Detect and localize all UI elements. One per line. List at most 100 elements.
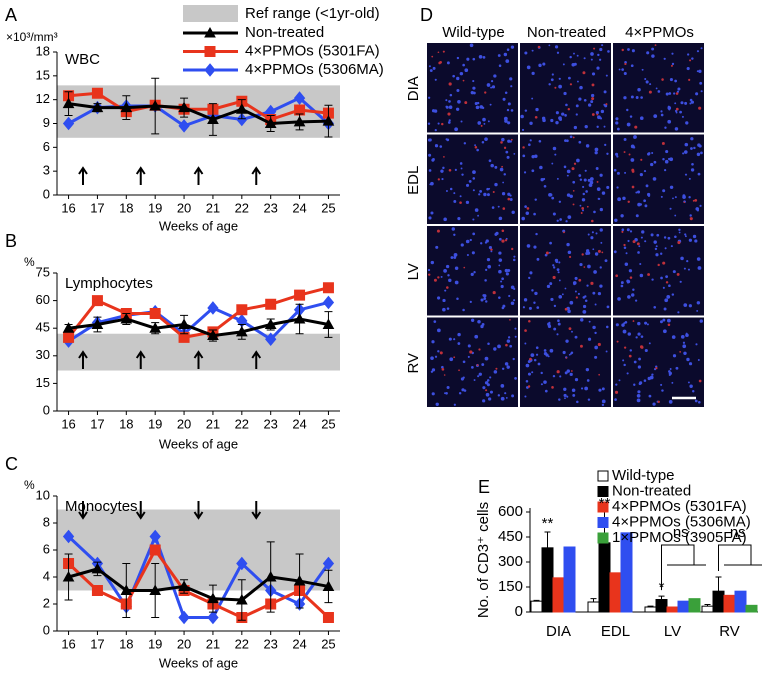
stain bbox=[581, 207, 585, 210]
nucleus bbox=[548, 192, 552, 197]
nucleus bbox=[675, 111, 678, 114]
x-tick-label: 21 bbox=[206, 416, 220, 431]
nucleus bbox=[471, 365, 474, 369]
stain bbox=[601, 251, 604, 254]
nucleus bbox=[598, 388, 602, 392]
nucleus bbox=[472, 170, 476, 175]
nucleus bbox=[501, 367, 505, 370]
x-tick-label: RV bbox=[719, 623, 740, 640]
nucleus bbox=[491, 85, 496, 89]
nucleus bbox=[627, 239, 630, 243]
nucleus bbox=[586, 284, 589, 287]
nucleus bbox=[502, 304, 506, 308]
stain bbox=[615, 274, 619, 278]
nucleus bbox=[477, 101, 480, 105]
marker bbox=[91, 562, 104, 574]
nucleus bbox=[506, 155, 510, 159]
nucleus bbox=[447, 121, 451, 124]
nucleus bbox=[657, 90, 661, 93]
y-tick-label: 600 bbox=[498, 503, 523, 520]
nucleus bbox=[510, 85, 513, 88]
nucleus bbox=[472, 57, 476, 61]
nucleus bbox=[697, 358, 700, 361]
stain bbox=[648, 90, 652, 94]
nucleus bbox=[497, 54, 501, 57]
nucleus bbox=[630, 158, 635, 162]
panel-letter: C bbox=[5, 454, 18, 474]
y-tick-label: 2 bbox=[43, 595, 50, 610]
nucleus bbox=[662, 286, 665, 289]
nucleus bbox=[587, 178, 591, 182]
nucleus bbox=[430, 260, 435, 265]
nucleus bbox=[482, 117, 486, 122]
nucleus bbox=[650, 233, 654, 237]
nucleus bbox=[463, 142, 467, 145]
nucleus bbox=[572, 393, 576, 397]
dosing-arrow bbox=[251, 350, 262, 369]
nucleus bbox=[621, 68, 624, 71]
marker bbox=[265, 332, 277, 347]
nucleus bbox=[669, 368, 672, 370]
bar bbox=[609, 572, 622, 613]
stain bbox=[591, 113, 595, 116]
significance-label: ns bbox=[673, 524, 689, 541]
nucleus bbox=[504, 268, 509, 273]
stain bbox=[597, 249, 601, 253]
micrograph bbox=[520, 226, 611, 316]
nucleus bbox=[500, 280, 503, 283]
micrograph bbox=[613, 317, 704, 407]
marker bbox=[207, 301, 219, 315]
nucleus bbox=[472, 218, 475, 221]
nucleus bbox=[579, 178, 583, 181]
nucleus bbox=[536, 257, 540, 261]
marker bbox=[322, 580, 335, 591]
stain bbox=[632, 240, 636, 244]
nucleus bbox=[549, 241, 552, 245]
nucleus bbox=[437, 122, 440, 125]
nucleus bbox=[501, 277, 504, 281]
nucleus bbox=[564, 397, 566, 400]
nucleus bbox=[587, 337, 592, 341]
nucleus bbox=[456, 76, 460, 81]
nucleus bbox=[486, 379, 490, 382]
nucleus bbox=[630, 144, 635, 149]
series-line bbox=[68, 317, 329, 338]
nucleus bbox=[653, 114, 658, 119]
nucleus bbox=[650, 162, 654, 167]
nucleus bbox=[673, 92, 676, 95]
stain bbox=[596, 180, 599, 183]
nucleus bbox=[697, 172, 701, 176]
nucleus bbox=[446, 385, 450, 390]
nucleus bbox=[533, 245, 537, 249]
stain bbox=[632, 320, 635, 322]
nucleus bbox=[579, 204, 582, 207]
nucleus bbox=[652, 402, 656, 406]
y-tick-label: 300 bbox=[498, 553, 523, 570]
nucleus bbox=[665, 275, 669, 279]
nucleus bbox=[470, 272, 474, 277]
nucleus bbox=[700, 90, 703, 93]
nucleus bbox=[506, 365, 510, 369]
nucleus bbox=[582, 185, 585, 189]
nucleus bbox=[587, 233, 590, 236]
nucleus bbox=[552, 146, 557, 151]
nucleus bbox=[464, 68, 469, 73]
nucleus bbox=[533, 358, 537, 362]
nucleus bbox=[489, 390, 493, 394]
nucleus bbox=[689, 98, 693, 102]
legend-label: Non-treated bbox=[245, 24, 324, 41]
stain bbox=[580, 212, 583, 215]
marker bbox=[236, 112, 248, 127]
stain bbox=[627, 200, 630, 204]
nucleus bbox=[542, 62, 546, 66]
nucleus bbox=[566, 169, 571, 174]
nucleus bbox=[446, 138, 450, 142]
nucleus bbox=[485, 300, 488, 303]
stain bbox=[437, 178, 441, 181]
nucleus bbox=[486, 193, 490, 197]
stain bbox=[665, 281, 669, 284]
stain bbox=[476, 364, 479, 367]
panel-letter: D bbox=[420, 5, 433, 25]
nucleus bbox=[575, 113, 578, 116]
stain bbox=[551, 386, 554, 389]
